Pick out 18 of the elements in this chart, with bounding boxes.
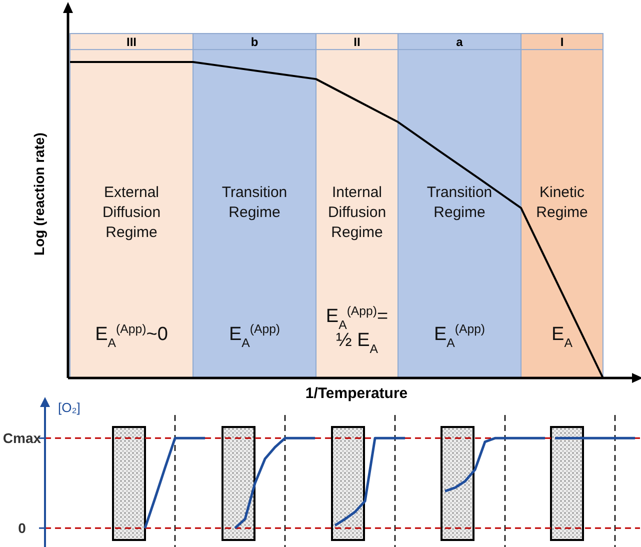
- annotation: Transition Regime: [222, 184, 288, 221]
- ref-line-label: Cmax: [2, 430, 42, 446]
- annotation: E$_{A}$: [552, 324, 574, 350]
- ref-line-label: 0: [18, 520, 26, 536]
- annotation: Internal Diffusion Regime: [328, 184, 386, 241]
- annotation: Kinetic Regime: [536, 184, 588, 221]
- text: II: [354, 35, 360, 50]
- annotation: E$_{A}$$^{(App)}$~0: [95, 322, 168, 350]
- text: I: [560, 35, 564, 50]
- annotation: Transition Regime: [426, 184, 492, 221]
- y-axis-title: [O₂]: [58, 400, 80, 415]
- annotation: E$_{A}$$^{(App)}$= ½ E$_{A}$: [326, 304, 388, 356]
- text: a: [456, 35, 464, 50]
- y-axis-title: Log (reaction rate): [31, 132, 47, 256]
- text: b: [250, 35, 258, 50]
- annotation: External Diffusion Regime: [102, 184, 161, 241]
- text: III: [126, 35, 137, 50]
- x-axis-title: 1/Temperature: [305, 385, 408, 402]
